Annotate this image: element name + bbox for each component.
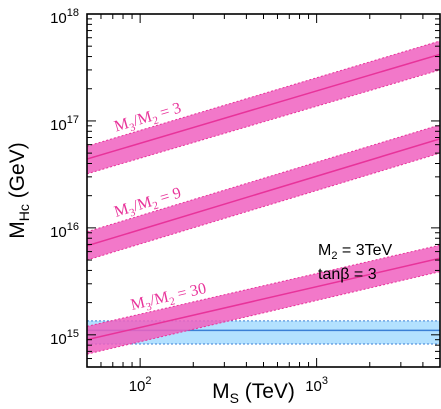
y-axis-title: MHc (GeV) (6, 142, 32, 238)
band-2-center-line (87, 257, 440, 341)
labels: 102 103 1015 1016 1017 1018 M3/M2 = 3 M3/M2 = 9… (50, 7, 328, 395)
band-0-upper-edge (87, 40, 440, 147)
band-1-lower-edge (87, 152, 440, 261)
x-tick-label: 102 (129, 375, 152, 395)
annotation-m2: M2 = 3TeV (318, 242, 392, 262)
data-layer (87, 40, 440, 355)
band-1-label: M3/M2 = 9 (112, 185, 184, 224)
band-0-lower-edge (87, 69, 440, 175)
band-1-center-line (87, 138, 440, 247)
band-2-label: M3/M2 = 30 (129, 280, 208, 317)
y-tick-label: 1017 (50, 114, 79, 134)
band-2-lower-edge (87, 271, 440, 355)
x-tick-label: 103 (305, 375, 328, 395)
x-axis-title: MS (TeV) (212, 380, 295, 406)
y-tick-label: 1015 (50, 328, 79, 348)
band-0-center-line (87, 53, 440, 160)
annotation-tanbeta: tanβ = 3 (318, 266, 377, 283)
ticks (86, 13, 441, 368)
band-0-label: M3/M2 = 3 (112, 100, 184, 139)
band-1-upper-edge (87, 124, 440, 233)
y-tick-label: 1018 (50, 7, 79, 27)
y-tick-label: 1016 (50, 221, 79, 241)
band-2-upper-edge (87, 244, 440, 327)
